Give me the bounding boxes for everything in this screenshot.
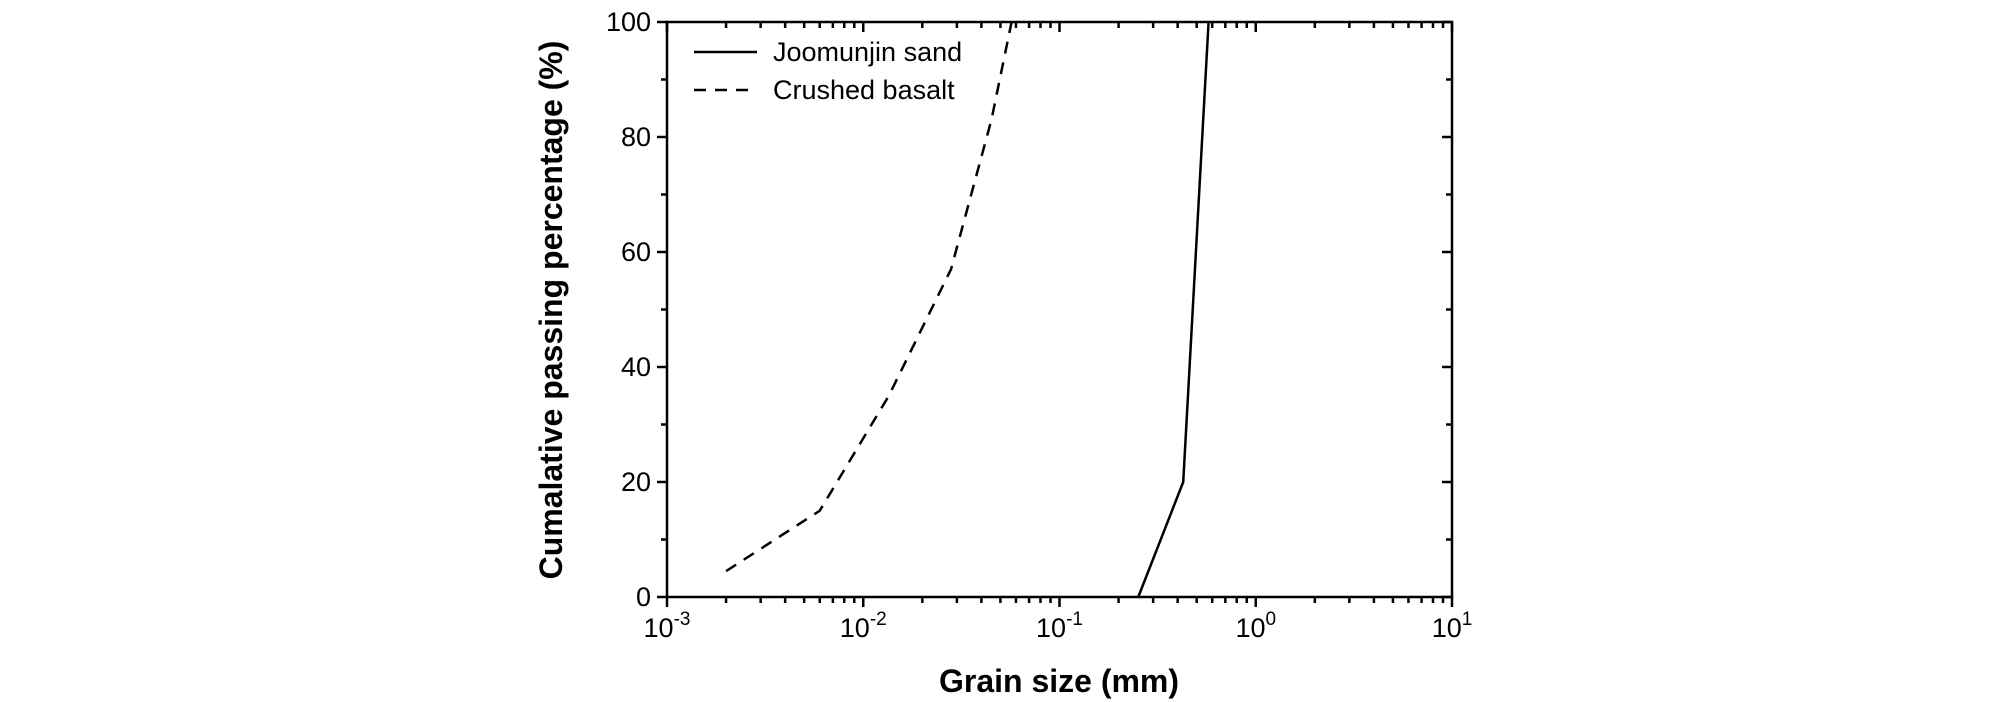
- data-line: [725, 21, 1013, 573]
- x-tick-label: 10-3: [644, 609, 691, 643]
- data-line: [1137, 21, 1210, 598]
- y-tick-label: 100: [606, 7, 651, 37]
- y-tick-label: 80: [621, 122, 651, 152]
- x-tick-label: 10-2: [840, 609, 887, 643]
- y-tick-label: 40: [621, 352, 651, 382]
- plot-frame: [665, 20, 1454, 599]
- legend-label: Joomunjin sand: [773, 37, 962, 67]
- legend-label: Crushed basalt: [773, 75, 955, 105]
- y-axis-title: Cumalative passing percentage (%): [533, 41, 569, 580]
- y-tick-label: 20: [621, 467, 651, 497]
- x-tick-label: 10-1: [1036, 609, 1083, 643]
- x-tick-label: 101: [1432, 609, 1473, 643]
- y-tick-label: 0: [636, 582, 651, 612]
- x-tick-label: 100: [1235, 609, 1276, 643]
- x-axis-title: Grain size (mm): [939, 663, 1179, 699]
- y-tick-label: 60: [621, 237, 651, 267]
